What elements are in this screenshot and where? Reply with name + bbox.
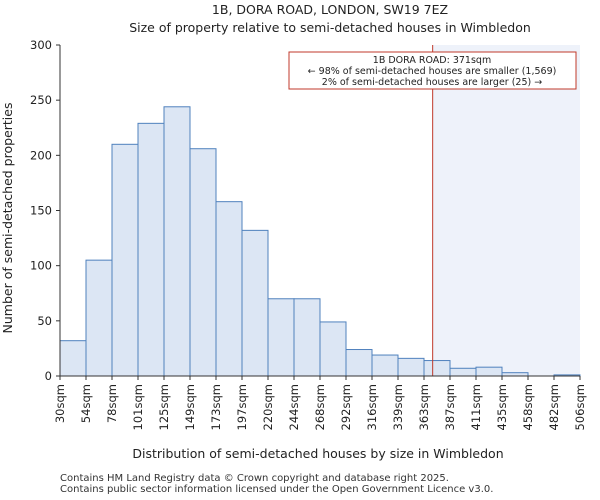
x-tick-label: 506sqm xyxy=(573,384,587,430)
bar xyxy=(59,340,87,377)
y-tick-label: 100 xyxy=(30,259,52,273)
x-tick-label: 220sqm xyxy=(261,384,275,430)
annotation-border xyxy=(288,51,577,90)
highlight-region xyxy=(432,45,580,376)
bar xyxy=(475,366,503,377)
annotation-box: 1B DORA ROAD: 371sqm ← 98% of semi-detac… xyxy=(288,51,577,90)
y-tick-label: 0 xyxy=(45,369,52,383)
x-tick-label: 149sqm xyxy=(183,384,197,430)
bar xyxy=(397,357,425,377)
x-tick-label: 244sqm xyxy=(287,384,301,430)
x-tick-label: 482sqm xyxy=(547,384,561,430)
bar xyxy=(345,349,373,377)
annotation-line-3: 2% of semi-detached houses are larger (2… xyxy=(322,77,542,88)
y-tick-label: 50 xyxy=(37,314,52,328)
x-axis-label: Distribution of semi-detached houses by … xyxy=(132,446,503,461)
bar xyxy=(423,360,451,377)
bar xyxy=(319,321,347,377)
bar xyxy=(189,148,217,377)
annotation-line-1: 1B DORA ROAD: 371sqm xyxy=(373,55,491,66)
x-tick-label: 363sqm xyxy=(417,384,431,430)
bar xyxy=(163,106,191,377)
x-tick-label: 316sqm xyxy=(365,384,379,430)
x-tick-label: 78sqm xyxy=(105,384,119,423)
x-tick-label: 292sqm xyxy=(339,384,353,430)
chart-title: 1B, DORA ROAD, LONDON, SW19 7EZ xyxy=(212,2,448,17)
footer-line-1: Contains HM Land Registry data © Crown c… xyxy=(60,473,449,484)
y-tick-label: 250 xyxy=(30,93,52,107)
x-tick-label: 411sqm xyxy=(469,384,483,430)
bar xyxy=(293,298,321,377)
x-tick-label: 54sqm xyxy=(79,384,93,423)
x-tick-label: 173sqm xyxy=(209,384,223,430)
bar xyxy=(449,367,477,377)
chart-subtitle: Size of property relative to semi-detach… xyxy=(129,20,531,35)
x-tick-label: 458sqm xyxy=(521,384,535,430)
bar xyxy=(111,143,139,377)
bar xyxy=(85,259,113,377)
x-tick-label: 387sqm xyxy=(443,384,457,430)
bar xyxy=(137,122,165,377)
bar xyxy=(371,354,399,377)
bar xyxy=(215,201,243,377)
x-tick-label: 435sqm xyxy=(495,384,509,430)
x-tick-label: 125sqm xyxy=(157,384,171,430)
bar xyxy=(267,298,295,377)
y-tick-label: 150 xyxy=(30,204,52,218)
x-tick-label: 101sqm xyxy=(131,384,145,430)
x-tick-label: 197sqm xyxy=(235,384,249,430)
annotation-line-2: ← 98% of semi-detached houses are smalle… xyxy=(308,66,557,77)
footer-line-2: Contains public sector information licen… xyxy=(60,484,494,495)
y-tick-label: 200 xyxy=(30,148,52,162)
x-tick-label: 268sqm xyxy=(313,384,327,430)
x-tick-label: 30sqm xyxy=(53,384,67,423)
bar xyxy=(241,229,269,377)
x-tick-label: 339sqm xyxy=(391,384,405,430)
y-tick-label: 300 xyxy=(30,38,52,52)
y-axis-label: Number of semi-detached properties xyxy=(0,103,15,334)
